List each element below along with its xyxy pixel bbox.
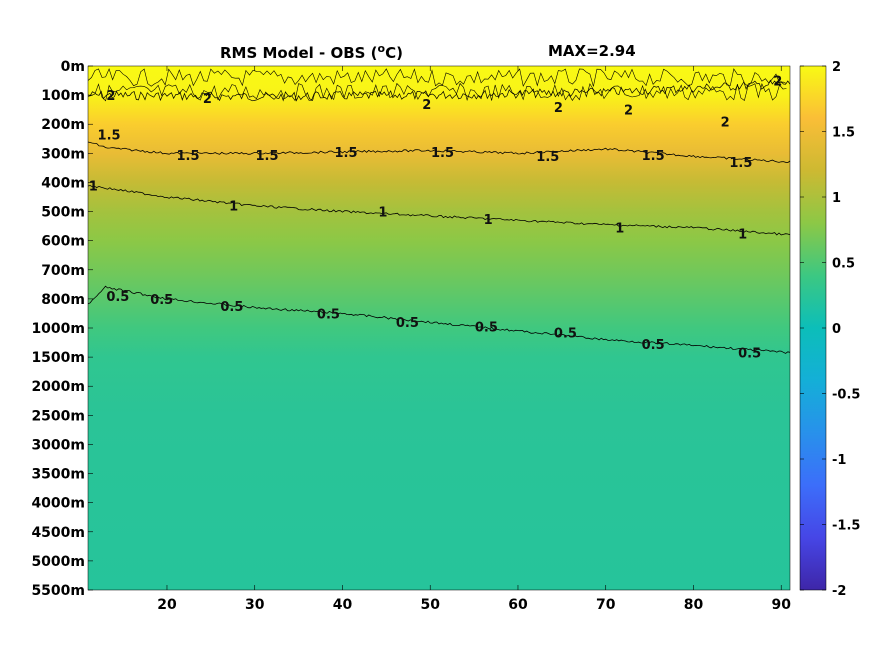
colorbar-gradient bbox=[799, 65, 827, 591]
heatmap-field bbox=[88, 66, 790, 590]
x-axis: 20 30 40 50 60 70 80 90 bbox=[157, 66, 791, 613]
contour-line-2-extra bbox=[87, 82, 787, 102]
contour-line-2-extra bbox=[87, 68, 787, 87]
y-tick-label: 700m bbox=[41, 263, 85, 279]
contour-label: 2 bbox=[721, 115, 730, 130]
chart-title: RMS Model - OBS (oC) bbox=[220, 42, 403, 62]
y-tick-label: 2500m bbox=[31, 408, 85, 424]
y-tick-label: 1500m bbox=[31, 350, 85, 366]
contour-label: 1.5 bbox=[334, 146, 357, 161]
y-tick-label: 500m bbox=[41, 205, 85, 221]
x-tick-label: 80 bbox=[684, 597, 704, 613]
y-tick-label: 2000m bbox=[31, 379, 85, 395]
y-tick-label: 600m bbox=[41, 234, 85, 250]
contour-label: 0.5 bbox=[475, 321, 498, 336]
contour-label: 2 bbox=[554, 101, 563, 116]
colorbar-tick-label: 2 bbox=[832, 60, 841, 75]
contour-label: 1.5 bbox=[536, 150, 559, 165]
contour-label: 2 bbox=[624, 104, 633, 119]
colorbar-tick-label: -0.5 bbox=[832, 388, 860, 403]
y-tick-label: 3500m bbox=[31, 467, 85, 483]
colorbar-tick-label: 0.5 bbox=[832, 257, 855, 272]
heatmap-plot-area: 2 2 2 2 2 2 2 1.5 1.5 1.5 1.5 1.5 1.5 1.5 1.5 1 1 1 1 1 1 0.5… bbox=[87, 65, 791, 591]
contour-label: 1 bbox=[378, 206, 387, 221]
contour-label: 2 bbox=[773, 75, 782, 90]
y-tick-label: 300m bbox=[41, 146, 85, 162]
colorbar-tick-label: -1.5 bbox=[832, 519, 860, 534]
title-unit: C) bbox=[385, 44, 403, 62]
contour-label: 1.5 bbox=[642, 149, 665, 164]
y-tick-label: 5000m bbox=[31, 554, 85, 570]
contour-label: 1 bbox=[484, 213, 493, 228]
contour-label: 2 bbox=[422, 98, 431, 113]
x-tick-label: 90 bbox=[771, 597, 791, 613]
contour-label: 0.5 bbox=[106, 290, 129, 305]
contour-label: 1 bbox=[738, 227, 747, 242]
colorbar-tick-label: 0 bbox=[832, 322, 841, 337]
colorbar-tick-label: 1.5 bbox=[832, 126, 855, 141]
contour-layer: 2 2 2 2 2 2 2 1.5 1.5 1.5 1.5 1.5 1.5 1.5 1.5 1 1 1 1 1 1 0.5… bbox=[87, 68, 791, 362]
contour-label: 1.5 bbox=[177, 149, 200, 164]
y-tick-label: 200m bbox=[41, 117, 85, 133]
contour-label: 0.5 bbox=[220, 300, 243, 315]
contour-label: 1.5 bbox=[98, 128, 121, 143]
contour-line-2 bbox=[87, 79, 791, 102]
contour-label: 0.5 bbox=[554, 326, 577, 341]
y-tick-label: 4500m bbox=[31, 525, 85, 541]
x-tick-label: 70 bbox=[596, 597, 616, 613]
contour-label: 1.5 bbox=[256, 149, 279, 164]
contour-label: 2 bbox=[203, 92, 212, 107]
x-tick-label: 60 bbox=[508, 597, 528, 613]
contour-label: 1 bbox=[229, 200, 238, 215]
contour-label: 0.5 bbox=[642, 338, 665, 353]
contour-label: 1.5 bbox=[431, 146, 454, 161]
colorbar-tick-label: -2 bbox=[832, 584, 846, 599]
title-degree: o bbox=[377, 42, 386, 55]
contour-label: 2 bbox=[106, 89, 115, 104]
max-label: MAX=2.94 bbox=[548, 42, 636, 60]
title-main: RMS Model - OBS ( bbox=[220, 44, 378, 62]
y-tick-label: 800m bbox=[41, 292, 85, 308]
colorbar-tick-label: 1 bbox=[832, 191, 841, 206]
y-tick-label: 3000m bbox=[31, 437, 85, 453]
y-tick-label: 400m bbox=[41, 175, 85, 191]
y-tick-label: 1000m bbox=[31, 321, 85, 337]
colorbar: 2 1.5 1 0.5 0 -0.5 -1 -1.5 -2 bbox=[799, 60, 860, 599]
contour-label: 0.5 bbox=[150, 293, 173, 308]
colorbar-tick-label: -1 bbox=[832, 453, 846, 468]
x-tick-label: 20 bbox=[157, 597, 177, 613]
contour-label: 1.5 bbox=[729, 156, 752, 171]
contour-line-1-5 bbox=[87, 141, 791, 164]
contour-line-0-5 bbox=[87, 285, 791, 354]
colorbar-ticks: 2 1.5 1 0.5 0 -0.5 -1 -1.5 -2 bbox=[800, 60, 860, 599]
contour-line-1 bbox=[87, 185, 791, 236]
y-tick-label: 0m bbox=[61, 59, 85, 75]
contour-label: 1 bbox=[89, 179, 98, 194]
y-tick-label: 4000m bbox=[31, 496, 85, 512]
y-tick-label: 5500m bbox=[31, 583, 85, 599]
y-axis: 0m 100m 200m 300m 400m 500m 600m 700m 800m 1000m 1… bbox=[31, 59, 93, 599]
x-tick-label: 50 bbox=[420, 597, 440, 613]
contour-label: 0.5 bbox=[738, 347, 761, 362]
x-tick-label: 40 bbox=[333, 597, 353, 613]
y-tick-label: 100m bbox=[41, 88, 85, 104]
x-tick-label: 30 bbox=[245, 597, 265, 613]
contour-label: 0.5 bbox=[396, 316, 419, 331]
contour-label: 0.5 bbox=[317, 307, 340, 322]
contour-label: 1 bbox=[615, 222, 624, 237]
